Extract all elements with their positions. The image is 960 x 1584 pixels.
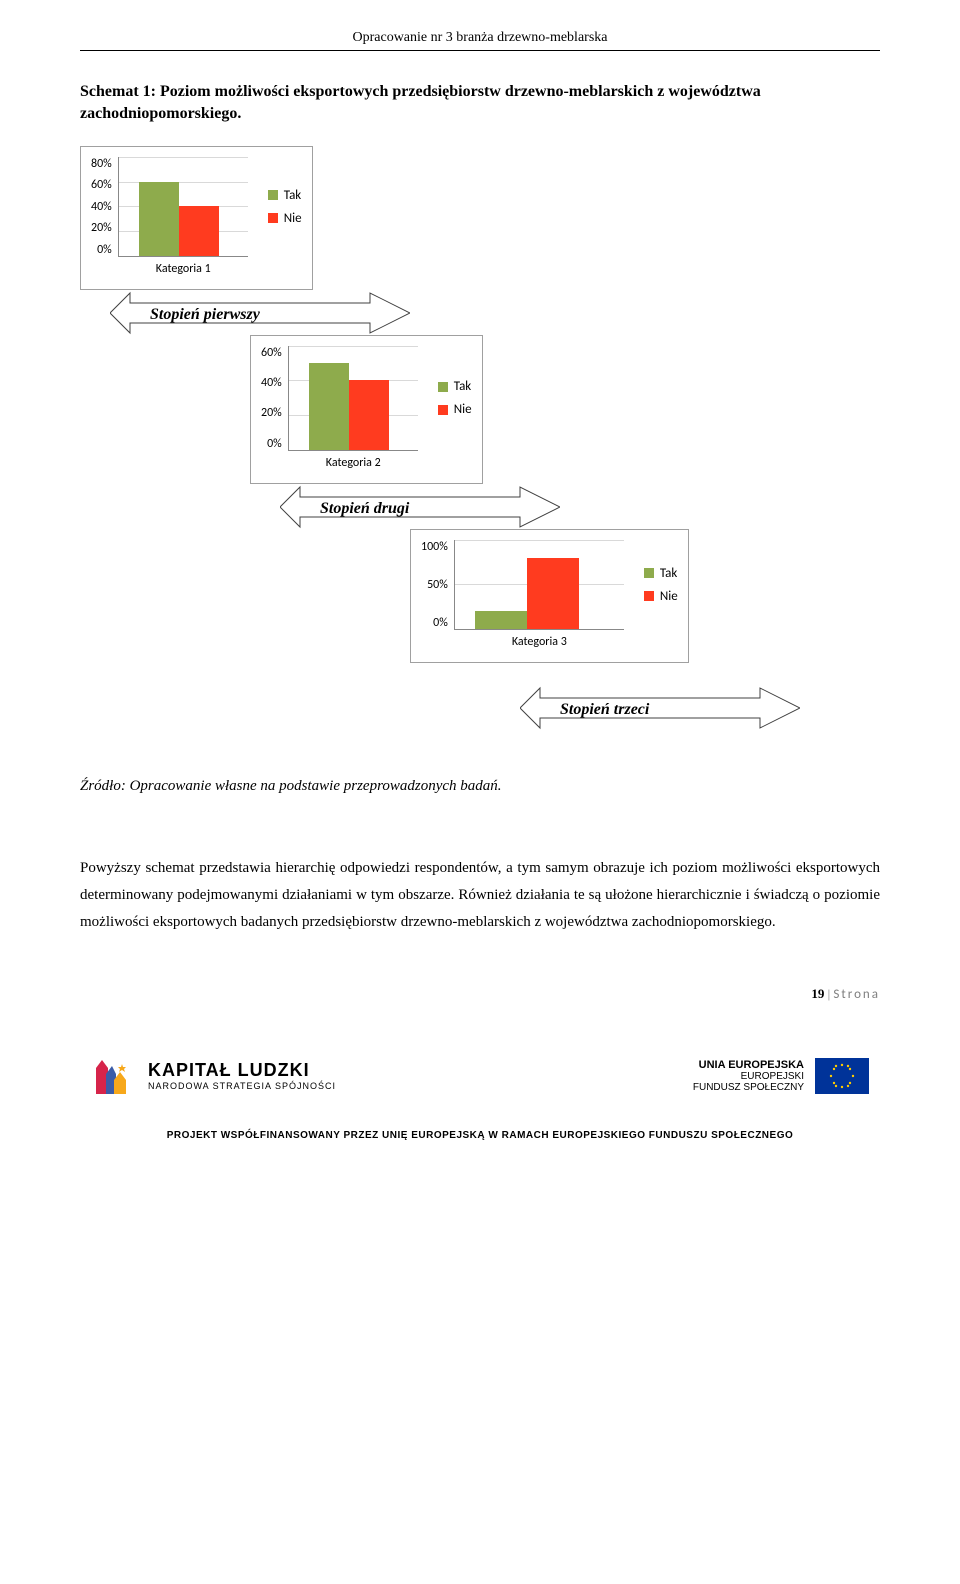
kapital-icon <box>90 1052 138 1100</box>
y-tick: 0% <box>267 437 282 451</box>
legend-label: Tak <box>660 566 677 581</box>
legend-label: Nie <box>660 589 678 604</box>
logo-eu: UNIA EUROPEJSKA EUROPEJSKI FUNDUSZ SPOŁE… <box>693 1057 870 1095</box>
logo-kapital-ludzki: KAPITAŁ LUDZKI NARODOWA STRATEGIA SPÓJNO… <box>90 1052 336 1100</box>
y-tick: 60% <box>261 346 282 360</box>
legend-swatch <box>268 213 278 223</box>
bar <box>309 363 349 450</box>
footer: KAPITAŁ LUDZKI NARODOWA STRATEGIA SPÓJNO… <box>80 1052 880 1141</box>
legend-label: Nie <box>284 211 302 226</box>
y-tick: 60% <box>91 178 112 192</box>
y-tick: 0% <box>433 616 448 630</box>
legend-swatch <box>268 190 278 200</box>
legend-label: Tak <box>454 379 471 394</box>
bar <box>179 206 219 256</box>
y-tick: 50% <box>427 578 448 592</box>
stage-3-label: Stopień trzeci <box>560 701 649 719</box>
legend-label: Tak <box>284 188 301 203</box>
bar <box>527 558 579 629</box>
chart-3: 100% 50% 0% Kategoria 3 Tak Nie <box>410 529 689 663</box>
eu-line1: UNIA EUROPEJSKA <box>693 1059 804 1071</box>
kapital-title: KAPITAŁ LUDZKI <box>148 1060 336 1081</box>
legend-swatch <box>438 405 448 415</box>
legend-item: Nie <box>438 402 472 417</box>
legend-item: Tak <box>438 379 472 394</box>
legend-swatch <box>644 591 654 601</box>
y-tick: 40% <box>261 376 282 390</box>
footer-project-note: PROJEKT WSPÓŁFINANSOWANY PRZEZ UNIĘ EURO… <box>80 1120 880 1141</box>
y-tick: 40% <box>91 200 112 214</box>
eu-line3: FUNDUSZ SPOŁECZNY <box>693 1082 804 1093</box>
source-text: Źródło: Opracowanie własne na podstawie … <box>80 778 880 795</box>
y-tick: 80% <box>91 157 112 171</box>
document-header: Opracowanie nr 3 branża drzewno-meblarsk… <box>80 30 880 51</box>
stage-2-label: Stopień drugi <box>320 500 409 518</box>
bar <box>139 182 179 256</box>
schema-title: Schemat 1: Poziom możliwości eksportowyc… <box>80 81 880 126</box>
legend-item: Tak <box>268 188 302 203</box>
chart-1: 80% 60% 40% 20% 0% Kategoria 1 Tak Nie <box>80 146 313 290</box>
legend-item: Nie <box>644 589 678 604</box>
body-text: Powyższy schemat przedstawia hierarchię … <box>80 855 880 936</box>
page-number: 19 | Strona <box>80 986 880 1002</box>
bar <box>349 380 389 449</box>
stage-1-label: Stopień pierwszy <box>150 306 260 324</box>
y-tick: 100% <box>421 540 448 554</box>
eu-line2: EUROPEJSKI <box>693 1071 804 1082</box>
legend-swatch <box>644 568 654 578</box>
y-tick: 0% <box>97 243 112 257</box>
y-tick: 20% <box>261 406 282 420</box>
legend-item: Tak <box>644 566 678 581</box>
page-num: 19 <box>811 986 824 1001</box>
x-label: Kategoria 1 <box>156 262 211 276</box>
x-label: Kategoria 2 <box>326 456 381 470</box>
legend-item: Nie <box>268 211 302 226</box>
legend-swatch <box>438 382 448 392</box>
y-tick: 20% <box>91 221 112 235</box>
chart-2: 60% 40% 20% 0% Kategoria 2 Tak Nie <box>250 335 483 484</box>
x-label: Kategoria 3 <box>512 635 567 649</box>
kapital-subtitle: NARODOWA STRATEGIA SPÓJNOŚCI <box>148 1081 336 1091</box>
bar <box>475 611 527 629</box>
legend-label: Nie <box>454 402 472 417</box>
page-label: Strona <box>833 987 880 1002</box>
eu-flag-icon <box>814 1057 870 1095</box>
